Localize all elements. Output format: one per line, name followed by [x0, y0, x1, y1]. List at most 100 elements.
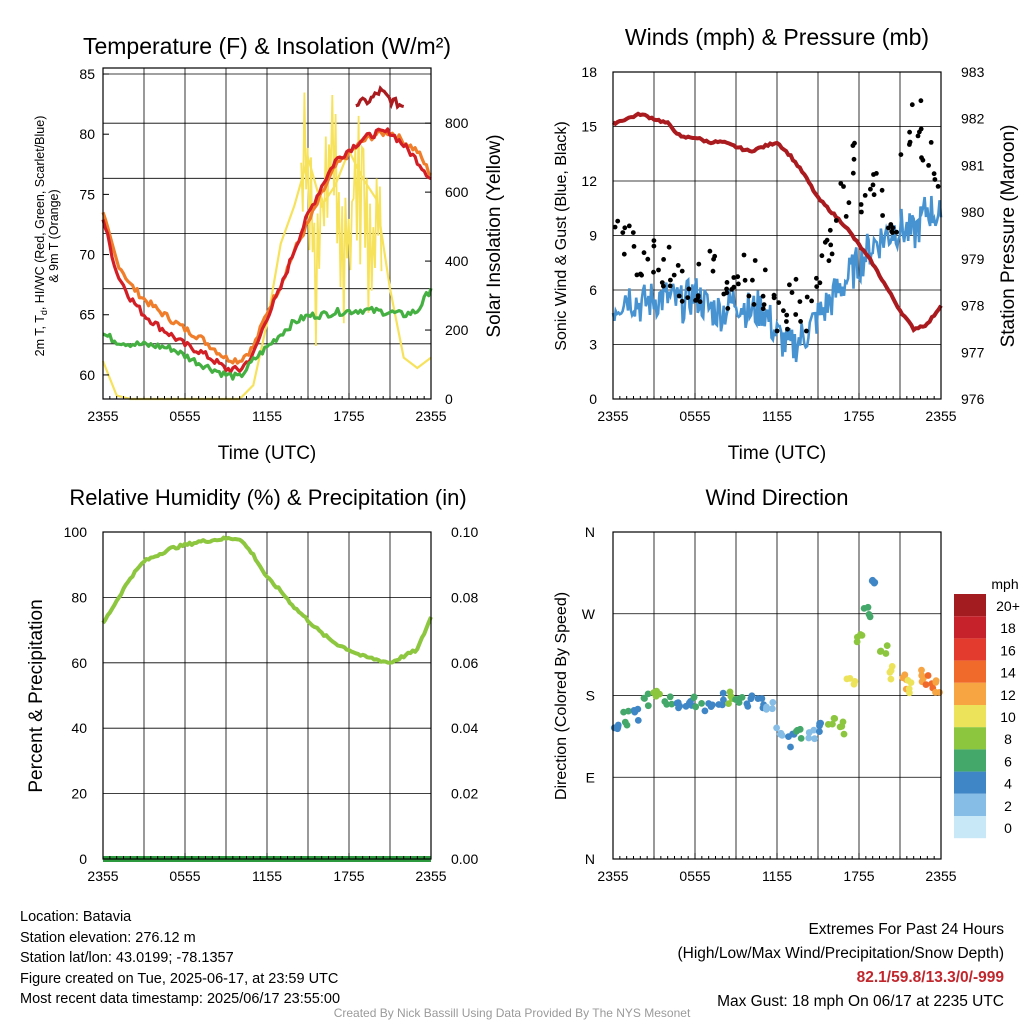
x-tick-label: 2355 — [87, 408, 118, 424]
direction-point — [924, 672, 932, 679]
y-tick-label: 9 — [589, 228, 597, 244]
insolation-spikes — [300, 92, 383, 347]
gust-point — [915, 133, 921, 139]
direction-point — [725, 700, 732, 707]
direction-point — [705, 700, 712, 707]
gust-point — [731, 275, 737, 280]
gust-point — [850, 143, 856, 149]
direction-point — [846, 675, 854, 682]
gust-point — [751, 302, 757, 307]
direction-point — [810, 726, 818, 734]
rh-title: Relative Humidity (%) & Precipitation (i… — [69, 485, 466, 510]
direction-point — [719, 689, 727, 697]
direction-point — [840, 730, 848, 738]
x-tick-label: 1155 — [252, 408, 282, 424]
gust-point — [817, 280, 823, 286]
y-tick-label: 70 — [79, 247, 95, 263]
gust-point — [697, 299, 703, 305]
x-tick-label: 1155 — [762, 408, 792, 424]
gust-point — [846, 200, 852, 206]
direction-point — [726, 688, 734, 696]
rh-grid — [103, 532, 431, 859]
direction-point — [877, 647, 885, 655]
dir-ylabel: Direction (Colored By Speed) — [553, 592, 570, 800]
direction-point — [769, 699, 777, 706]
legend-label: 10 — [1000, 709, 1016, 725]
y2-tick-label: 981 — [961, 157, 985, 173]
direction-point — [796, 725, 804, 733]
gust-point — [707, 248, 713, 254]
y-tick-label: 6 — [589, 282, 597, 298]
legend-swatch — [954, 638, 986, 661]
y-tick-label: 80 — [79, 126, 95, 142]
gust-point — [907, 129, 912, 135]
gust-point — [661, 283, 666, 289]
y-tick-label: 75 — [79, 186, 95, 202]
y2-tick-label: 0 — [445, 391, 453, 407]
direction-point — [666, 693, 674, 701]
legend-label: 0 — [1004, 820, 1012, 836]
gust-point — [824, 237, 830, 243]
gust-point — [741, 252, 747, 258]
legend-label: 20+ — [996, 598, 1020, 614]
direction-point — [754, 695, 762, 702]
gust-point — [656, 267, 661, 273]
wind-ylabel-right: Station Pressure (Maroon) — [998, 125, 1019, 348]
gust-point — [774, 328, 780, 334]
y2-tick-label: 0.10 — [451, 524, 478, 540]
direction-point — [899, 674, 907, 682]
direction-point — [692, 703, 700, 711]
x-tick-label: 0555 — [679, 868, 710, 884]
y2-tick-label: 980 — [961, 204, 985, 220]
gust-point — [843, 214, 849, 219]
direction-point — [743, 700, 751, 708]
gust-point — [868, 186, 873, 192]
direction-point — [748, 692, 756, 700]
gust-point — [712, 253, 718, 259]
gust-point — [685, 295, 691, 300]
direction-point — [831, 715, 839, 722]
gust-point — [859, 209, 864, 215]
gust-point — [645, 256, 651, 262]
gust-point — [874, 171, 879, 176]
y-tick-label: 20 — [71, 786, 87, 802]
direction-point — [816, 728, 823, 735]
gust-point — [676, 293, 682, 299]
extremes-values: 82.1/59.8/13.3/0/-999 — [856, 969, 1004, 986]
gust-point — [907, 142, 912, 147]
gust-point — [850, 170, 856, 176]
direction-point — [634, 717, 642, 724]
direction-point — [644, 690, 652, 698]
direction-point — [886, 668, 894, 676]
gust-point — [909, 102, 915, 108]
temp-ylabel-line1: 2m T, Td, HI/WC (Red, Green, Scarlet/Blu… — [33, 116, 49, 357]
station-latlon: Station lat/lon: 43.0199; -78.1357 — [20, 950, 234, 966]
y2-tick-label: 983 — [961, 64, 985, 80]
gust-point — [639, 272, 644, 278]
x-tick-label: 2355 — [597, 408, 628, 424]
gust-point — [784, 312, 790, 318]
gust-point — [833, 218, 839, 223]
gust-point — [651, 269, 656, 275]
direction-point — [701, 707, 709, 715]
y-tick-label: 60 — [79, 367, 95, 383]
gust-point — [804, 328, 809, 334]
gust-point — [819, 253, 825, 259]
y-tick-label: 65 — [79, 307, 95, 323]
gust-point — [841, 184, 846, 189]
gust-point — [870, 182, 876, 188]
temp-2m-line — [101, 127, 432, 374]
gust-point — [784, 319, 789, 324]
direction-point — [735, 695, 743, 703]
direction-point — [869, 576, 876, 584]
gust-point — [686, 286, 692, 292]
direction-point — [883, 642, 891, 649]
y-tick-label: 0 — [589, 391, 597, 407]
gust-point — [879, 187, 885, 193]
gust-point — [793, 312, 799, 317]
gust-point — [851, 156, 857, 162]
gust-point — [798, 319, 803, 324]
x-tick-label: 1155 — [762, 868, 792, 884]
y-tick-label: 100 — [64, 524, 88, 540]
y2-tick-label: 0.04 — [451, 720, 478, 736]
